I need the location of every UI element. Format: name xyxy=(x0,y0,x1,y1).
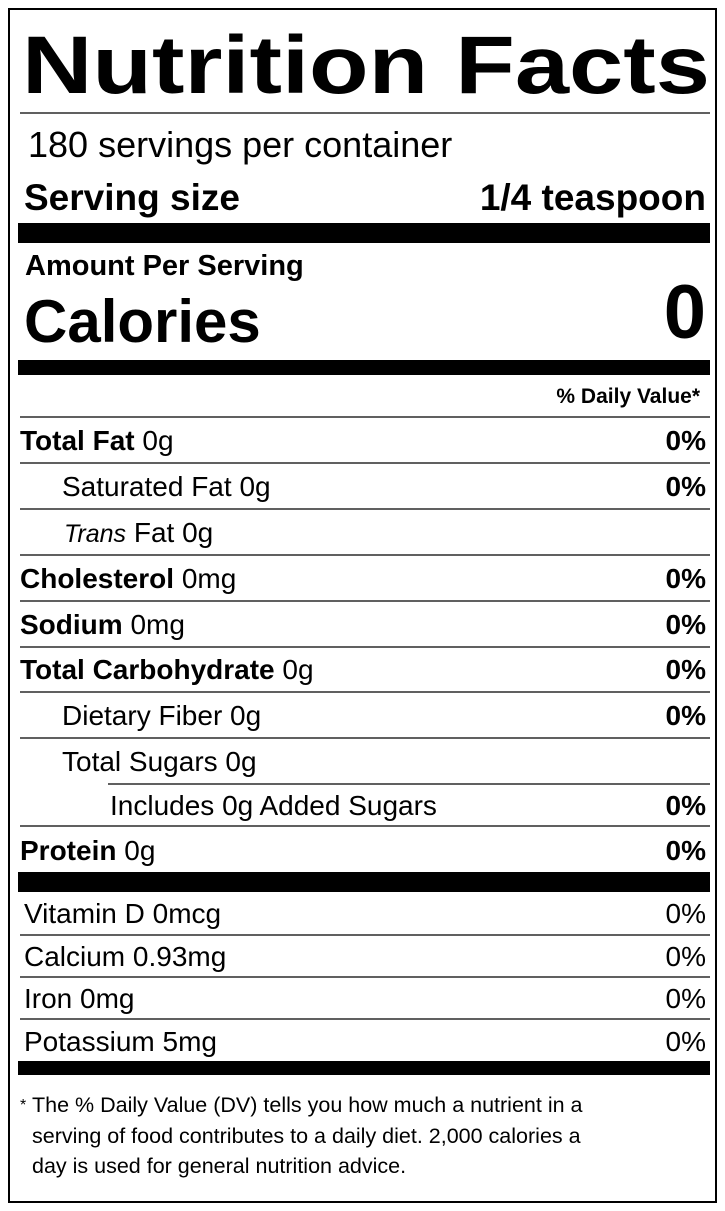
vitamin-name: Iron xyxy=(24,983,72,1014)
vitamin-dv: 0% xyxy=(666,983,706,1014)
footnote-line: day is used for general nutrition advice… xyxy=(32,1154,406,1178)
nutrient-amount: 0g xyxy=(230,700,261,731)
nutrient-dv: 0% xyxy=(666,790,707,821)
nutrient-amount: 0g xyxy=(182,517,213,548)
nutrient-row: Total Carbohydrate 0g xyxy=(20,654,314,685)
label-border xyxy=(8,8,717,1203)
calories-label: Calories xyxy=(24,288,261,355)
vitamin-dv: 0% xyxy=(666,1026,706,1057)
nutrient-dv: 0% xyxy=(666,563,707,594)
nutrient-amount: 0g xyxy=(239,471,270,502)
nutrient-dv: 0% xyxy=(666,835,707,866)
nutrient-name: Protein xyxy=(20,835,116,866)
nutrient-name: Includes 0g Added Sugars xyxy=(110,790,437,821)
nutrient-amount: 0g xyxy=(282,654,313,685)
calories-value: 0 xyxy=(664,270,706,355)
thick-bar xyxy=(18,360,710,375)
nutrient-dv: 0% xyxy=(666,654,707,685)
nutrient-name: Cholesterol xyxy=(20,563,174,594)
vitamin-amount: 0.93mg xyxy=(133,941,226,972)
dv-header: % Daily Value* xyxy=(556,385,700,408)
title: Nutrition Facts xyxy=(22,20,710,111)
nutrient-name: Fat xyxy=(134,517,175,548)
nutrient-row: Protein 0g xyxy=(20,835,155,866)
nutrient-dv: 0% xyxy=(666,700,707,731)
nutrient-name-italic: Trans xyxy=(64,520,126,548)
footnote-mark: * xyxy=(20,1097,26,1114)
nutrient-dv: 0% xyxy=(666,609,707,640)
vitamin-dv: 0% xyxy=(666,898,706,929)
nutrient-name: Saturated Fat xyxy=(62,471,232,502)
vitamin-amount: 0mcg xyxy=(153,898,221,929)
vitamin-name: Calcium xyxy=(24,941,125,972)
thick-bar xyxy=(18,872,710,892)
nutrient-name: Total Sugars xyxy=(62,746,218,777)
nutrient-row: Total Sugars 0g xyxy=(62,746,257,777)
serving-size-value: 1/4 teaspoon xyxy=(480,177,706,218)
nutrient-amount: 0mg xyxy=(130,609,184,640)
nutrient-row: Saturated Fat 0g xyxy=(62,471,271,502)
nutrient-amount: 0g xyxy=(225,746,256,777)
nutrient-row: Trans Fat 0g xyxy=(64,517,213,548)
vitamin-row: Iron 0mg xyxy=(24,983,135,1014)
vitamin-name: Potassium xyxy=(24,1026,155,1057)
vitamin-row: Vitamin D 0mcg xyxy=(24,898,221,929)
nutrient-row: Dietary Fiber 0g xyxy=(62,700,261,731)
vitamin-row: Calcium 0.93mg xyxy=(24,941,226,972)
nutrient-row: Total Fat 0g xyxy=(20,425,174,456)
vitamin-name: Vitamin D xyxy=(24,898,145,929)
nutrient-name: Total Carbohydrate xyxy=(20,654,275,685)
nutrient-amount: 0g xyxy=(124,835,155,866)
vitamin-row: Potassium 5mg xyxy=(24,1026,217,1057)
nutrient-amount: 0mg xyxy=(182,563,236,594)
vitamin-amount: 0mg xyxy=(80,983,134,1014)
nutrient-name: Dietary Fiber xyxy=(62,700,222,731)
footnote-line: The % Daily Value (DV) tells you how muc… xyxy=(32,1093,583,1117)
amount-per-serving: Amount Per Serving xyxy=(25,250,304,282)
nutrient-amount: 0g xyxy=(142,425,173,456)
vitamin-dv: 0% xyxy=(666,941,706,972)
nutrient-name: Sodium xyxy=(20,609,123,640)
nutrient-row: Sodium 0mg xyxy=(20,609,185,640)
nutrient-name: Total Fat xyxy=(20,425,135,456)
thick-bar xyxy=(18,223,710,243)
nutrient-dv: 0% xyxy=(666,425,707,456)
nutrient-row: Cholesterol 0mg xyxy=(20,563,236,594)
servings: 180 servings per container xyxy=(28,124,452,165)
vitamin-amount: 5mg xyxy=(163,1026,217,1057)
nutrient-dv: 0% xyxy=(666,471,707,502)
thick-bar xyxy=(18,1061,710,1075)
serving-size-label: Serving size xyxy=(24,177,240,218)
footnote-line: serving of food contributes to a daily d… xyxy=(32,1124,581,1148)
